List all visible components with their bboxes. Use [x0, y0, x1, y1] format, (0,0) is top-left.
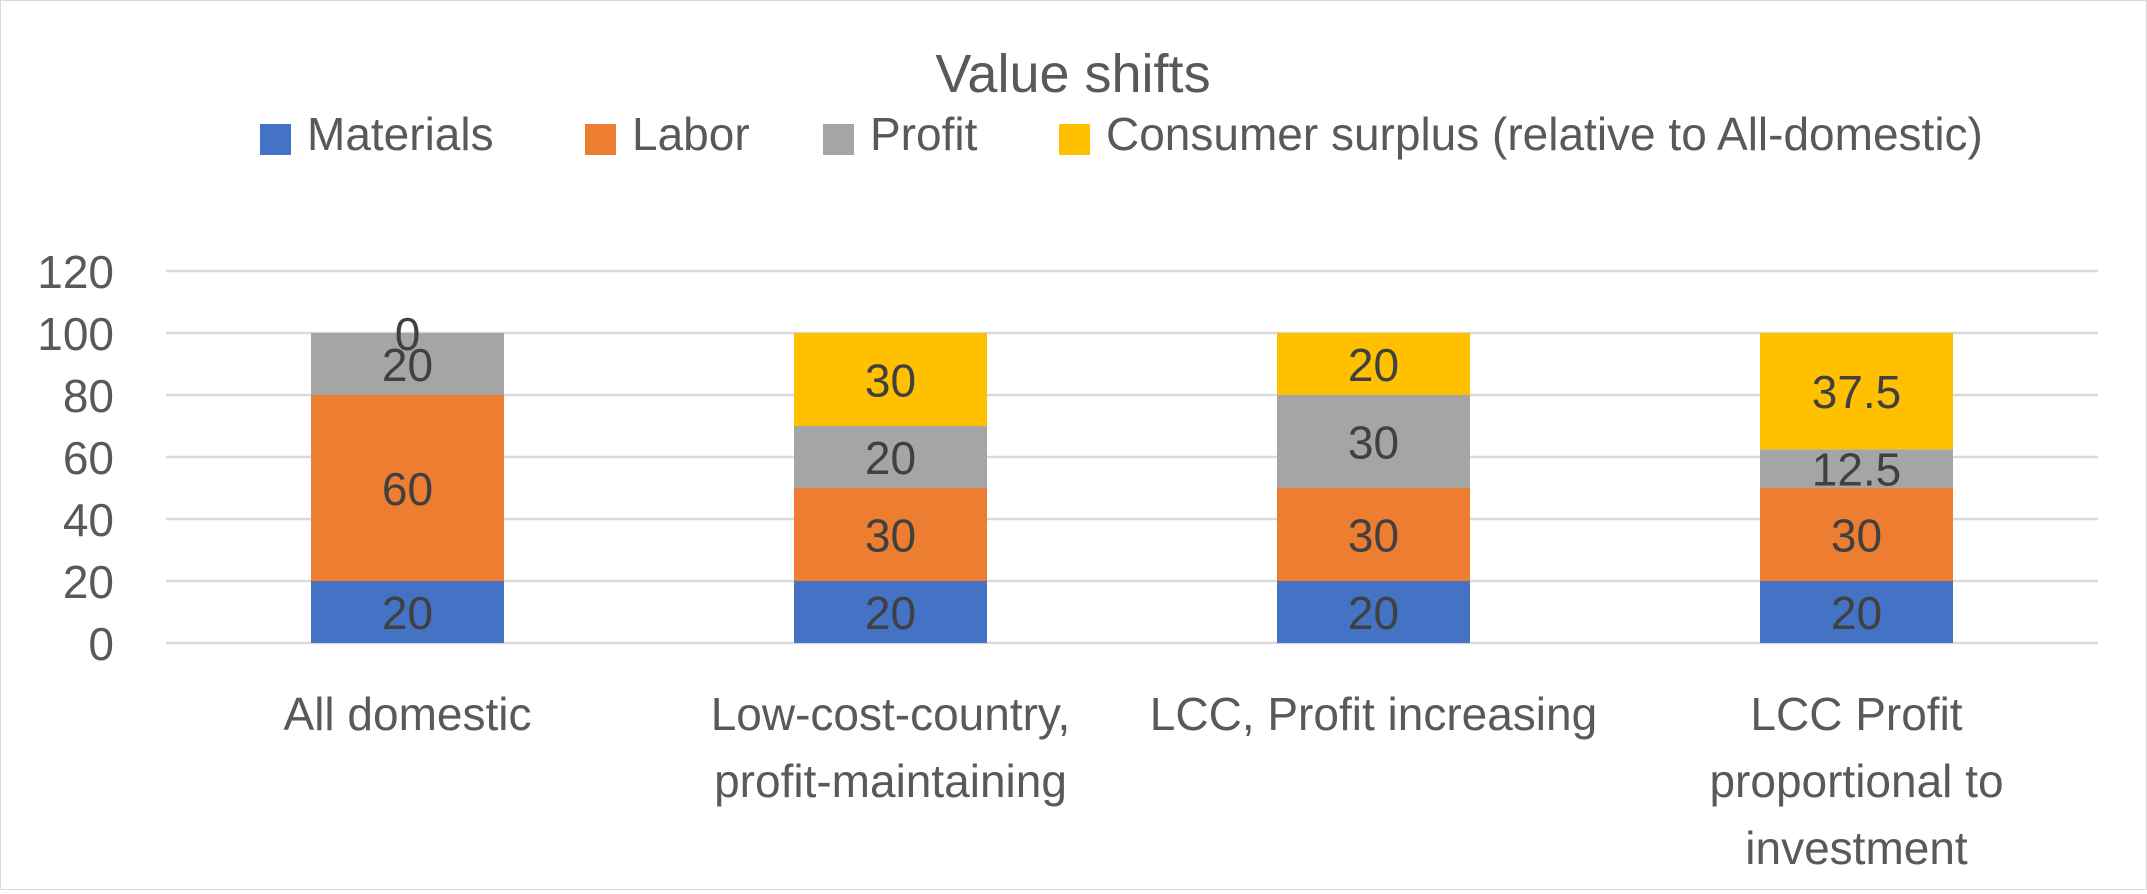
bar-segment-profit [1760, 449, 1953, 488]
bar-segment-materials [794, 581, 987, 643]
bar-segment-materials [311, 581, 504, 643]
legend-item-profit: Profit [823, 108, 978, 160]
bar-segment-profit [311, 333, 504, 395]
category-label: LCC Profit proportional to investment [1709, 688, 2003, 874]
data-label-labor: 30 [1348, 510, 1399, 562]
bar-stack-3: 20 30 30 20 [1277, 333, 1470, 643]
data-label-profit: 12.5 [1812, 444, 1902, 496]
legend-swatch [1059, 124, 1090, 155]
data-label-labor: 60 [382, 463, 433, 515]
y-tick-label: 80 [63, 370, 114, 422]
data-label-consumer-surplus-relative-to-all-domestic: 37.5 [1812, 366, 1902, 418]
data-label-profit: 30 [1348, 417, 1399, 469]
legend-label: Materials [307, 108, 494, 160]
y-tick-label: 120 [37, 246, 114, 298]
bar-segment-labor [1277, 488, 1470, 581]
data-label-consumer-surplus-relative-to-all-domestic: 30 [865, 355, 916, 407]
category-label: All domestic [284, 688, 532, 740]
legend-label: Profit [870, 108, 978, 160]
legend-label: Consumer surplus (relative to All-domest… [1106, 108, 1983, 160]
bar-segment-consumer-surplus-relative-to-all-domestic [1277, 333, 1470, 395]
category-label: LCC, Profit increasing [1150, 688, 1597, 740]
data-label-materials: 20 [865, 587, 916, 639]
legend-item-consumer-surplus-relative-to-all-domestic: Consumer surplus (relative to All-domest… [1059, 108, 1983, 160]
y-axis: 0 20 40 60 80 100 120 [37, 246, 114, 670]
bar-segment-consumer-surplus-relative-to-all-domestic [794, 333, 987, 426]
data-label-labor: 30 [865, 510, 916, 562]
data-label-consumer-surplus-relative-to-all-domestic: 20 [1348, 339, 1399, 391]
chart-title: Value shifts [935, 44, 1210, 104]
data-label-labor: 30 [1831, 510, 1882, 562]
bar-segment-consumer-surplus-relative-to-all-domestic [1760, 333, 1953, 450]
bar-segment-profit [794, 426, 987, 488]
x-axis: All domestic Low-cost-country, profit-main… [284, 688, 2004, 874]
legend-label: Labor [632, 108, 750, 160]
data-label-profit: 20 [382, 339, 433, 391]
y-tick-label: 60 [63, 432, 114, 484]
category-label: Low-cost-country, profit-maintaining [711, 688, 1071, 807]
bar-stack-2: 20 30 20 30 [794, 333, 987, 643]
y-tick-label: 40 [63, 494, 114, 546]
y-tick-label: 0 [88, 618, 114, 670]
data-label-materials: 20 [382, 587, 433, 639]
legend: Materials Labor Profit Consumer surplus (re… [260, 108, 1983, 160]
y-tick-label: 100 [37, 308, 114, 360]
bar-segment-materials [1277, 581, 1470, 643]
legend-swatch [823, 124, 854, 155]
data-label-materials: 20 [1831, 587, 1882, 639]
legend-item-labor: Labor [585, 108, 750, 160]
data-label-materials: 20 [1348, 587, 1399, 639]
bar-segment-profit [1277, 395, 1470, 488]
legend-swatch [585, 124, 616, 155]
bar-segment-labor [1760, 488, 1953, 581]
data-label-consumer-surplus-relative-to-all-domestic: 0 [395, 308, 421, 360]
y-tick-label: 20 [63, 556, 114, 608]
bar-segment-materials [1760, 581, 1953, 643]
bar-segment-labor [311, 395, 504, 581]
legend-item-materials: Materials [260, 108, 494, 160]
bar-stack-4: 20 30 12.5 37.5 [1760, 333, 1953, 643]
bar-segment-labor [794, 488, 987, 581]
data-label-profit: 20 [865, 432, 916, 484]
legend-swatch [260, 124, 291, 155]
